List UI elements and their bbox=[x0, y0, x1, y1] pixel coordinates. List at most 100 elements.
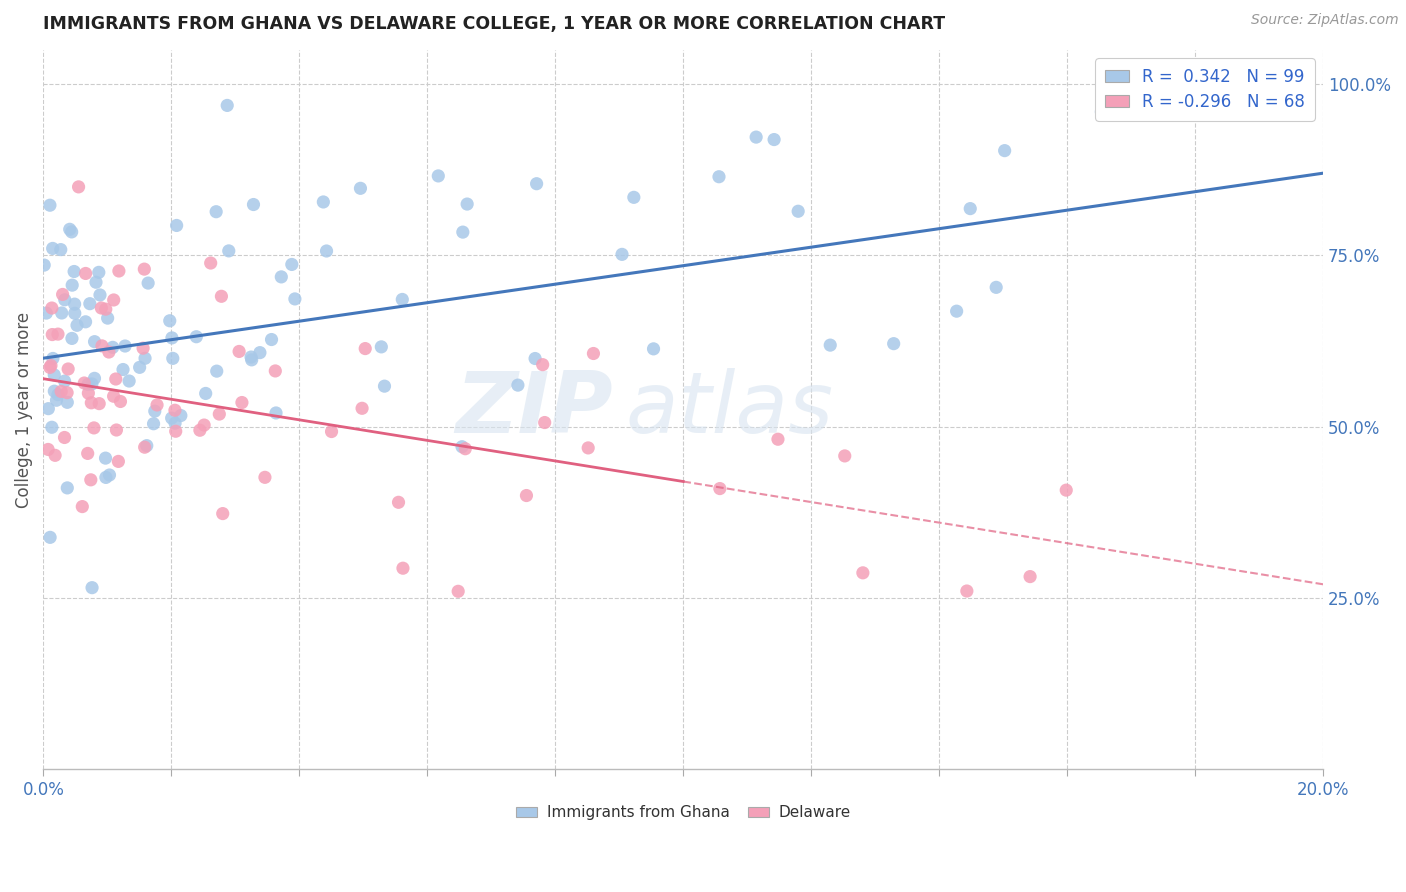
Point bbox=[211, 507, 233, 521]
Point bbox=[163, 403, 186, 417]
Point bbox=[39, 198, 62, 212]
Point bbox=[193, 418, 215, 433]
Point bbox=[63, 264, 86, 278]
Point bbox=[166, 219, 188, 233]
Point bbox=[105, 423, 128, 437]
Point bbox=[264, 364, 287, 378]
Point bbox=[53, 430, 76, 444]
Point bbox=[447, 584, 470, 599]
Point bbox=[370, 340, 392, 354]
Point bbox=[524, 351, 547, 366]
Point bbox=[208, 407, 231, 421]
Point bbox=[83, 334, 105, 349]
Point bbox=[506, 378, 529, 392]
Point bbox=[134, 262, 156, 277]
Point bbox=[112, 362, 135, 376]
Point bbox=[159, 314, 181, 328]
Point bbox=[103, 389, 125, 403]
Point bbox=[194, 386, 217, 401]
Point bbox=[454, 442, 477, 456]
Point bbox=[67, 180, 90, 194]
Point bbox=[387, 495, 409, 509]
Point bbox=[392, 561, 415, 575]
Point bbox=[456, 197, 478, 211]
Point bbox=[315, 244, 337, 258]
Point bbox=[623, 190, 645, 204]
Point bbox=[134, 440, 156, 454]
Point bbox=[451, 225, 474, 239]
Point bbox=[53, 374, 76, 388]
Point bbox=[60, 331, 83, 345]
Point bbox=[80, 396, 103, 410]
Point bbox=[56, 395, 79, 409]
Point bbox=[46, 387, 69, 401]
Point bbox=[209, 289, 232, 303]
Point bbox=[709, 482, 731, 496]
Point bbox=[101, 340, 124, 354]
Point bbox=[49, 243, 72, 257]
Point bbox=[114, 339, 136, 353]
Point bbox=[200, 256, 222, 270]
Text: atlas: atlas bbox=[626, 368, 834, 451]
Point bbox=[451, 440, 474, 454]
Point bbox=[46, 327, 69, 342]
Point bbox=[146, 398, 169, 412]
Point bbox=[135, 439, 157, 453]
Point bbox=[284, 292, 307, 306]
Point bbox=[118, 374, 141, 388]
Point bbox=[41, 242, 63, 256]
Point bbox=[97, 311, 120, 326]
Point bbox=[63, 306, 86, 320]
Point bbox=[852, 566, 875, 580]
Point bbox=[707, 169, 730, 184]
Point bbox=[515, 489, 537, 503]
Point bbox=[94, 470, 117, 484]
Point bbox=[249, 345, 271, 359]
Point bbox=[391, 293, 413, 307]
Point bbox=[44, 384, 66, 399]
Point bbox=[51, 306, 73, 320]
Point bbox=[373, 379, 395, 393]
Point bbox=[87, 265, 110, 279]
Point bbox=[108, 264, 131, 278]
Point bbox=[32, 258, 55, 272]
Point bbox=[745, 130, 768, 145]
Point bbox=[35, 306, 58, 320]
Text: Source: ZipAtlas.com: Source: ZipAtlas.com bbox=[1251, 13, 1399, 28]
Point bbox=[132, 341, 155, 355]
Text: ZIP: ZIP bbox=[456, 368, 613, 451]
Point bbox=[834, 449, 856, 463]
Y-axis label: College, 1 year or more: College, 1 year or more bbox=[15, 311, 32, 508]
Point bbox=[136, 276, 159, 290]
Point bbox=[763, 132, 786, 146]
Point bbox=[66, 318, 89, 333]
Point bbox=[89, 288, 111, 302]
Point bbox=[270, 269, 292, 284]
Point bbox=[165, 424, 187, 438]
Point bbox=[37, 442, 59, 457]
Point bbox=[143, 404, 166, 418]
Point bbox=[80, 581, 103, 595]
Point bbox=[186, 329, 208, 343]
Point bbox=[80, 473, 103, 487]
Point bbox=[160, 331, 183, 345]
Point bbox=[83, 421, 105, 435]
Point bbox=[994, 144, 1017, 158]
Point bbox=[260, 333, 283, 347]
Point bbox=[162, 351, 184, 366]
Point bbox=[242, 197, 264, 211]
Point bbox=[205, 364, 228, 378]
Point bbox=[39, 530, 62, 544]
Point bbox=[80, 376, 103, 391]
Point bbox=[49, 384, 72, 399]
Point bbox=[41, 327, 63, 342]
Point bbox=[264, 406, 287, 420]
Point bbox=[38, 360, 60, 375]
Point bbox=[352, 401, 374, 416]
Point bbox=[60, 225, 83, 239]
Point bbox=[72, 500, 94, 514]
Point bbox=[240, 350, 263, 364]
Point bbox=[134, 351, 156, 366]
Point bbox=[76, 446, 98, 460]
Point bbox=[41, 420, 63, 434]
